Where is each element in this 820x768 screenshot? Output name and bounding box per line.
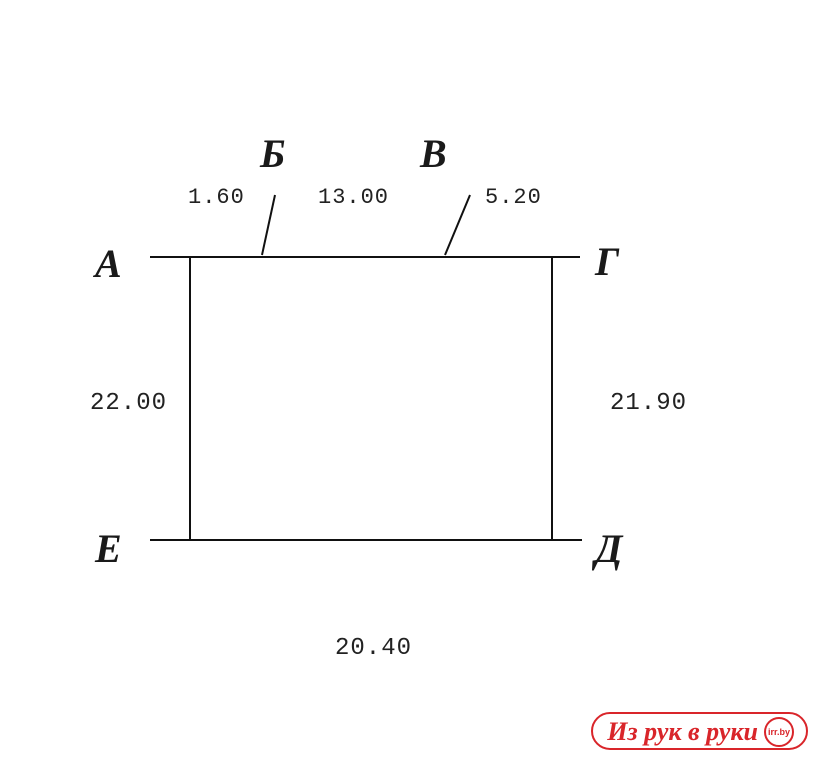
vertex-g: Г [595,238,619,285]
dim-right: 21.90 [610,390,687,417]
vertex-a: А [95,240,122,287]
tick-b [262,195,275,255]
vertex-d: Д [595,525,622,572]
vertex-e: Е [95,525,122,572]
dim-bottom: 20.40 [335,635,412,662]
dim-top-3: 5.20 [485,185,542,210]
dim-left: 22.00 [90,390,167,417]
tick-v [445,195,470,255]
watermark: Из рук в руки irr.by [591,712,808,750]
watermark-badge: irr.by [764,717,794,747]
dim-top-1: 1.60 [188,185,245,210]
vertex-b: Б [260,130,285,177]
watermark-text: Из рук в руки [607,719,758,745]
dim-top-2: 13.00 [318,185,389,210]
vertex-v: В [420,130,447,177]
